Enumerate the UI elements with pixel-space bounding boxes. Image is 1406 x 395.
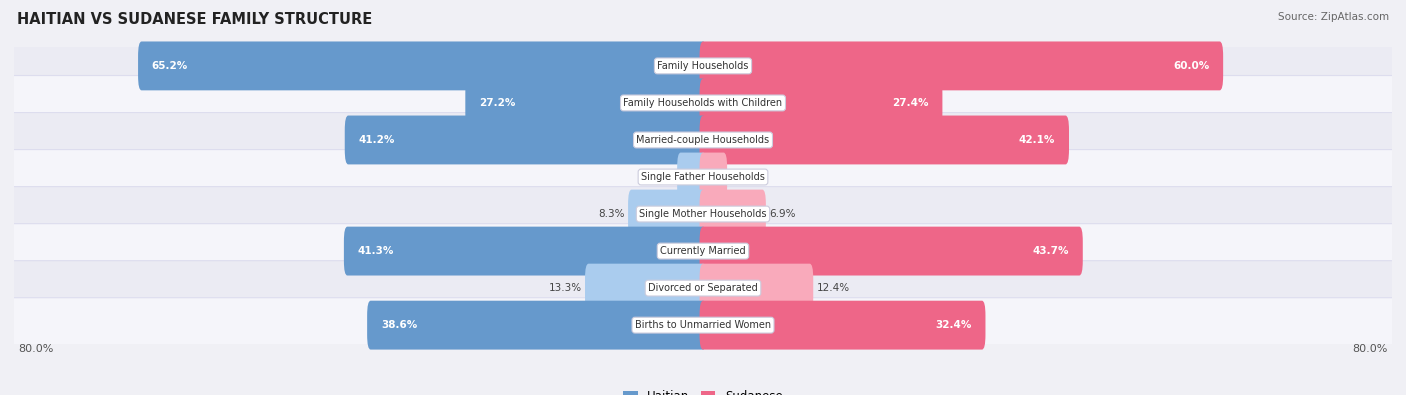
- Legend: Haitian, Sudanese: Haitian, Sudanese: [623, 390, 783, 395]
- FancyBboxPatch shape: [11, 150, 1395, 205]
- Text: 60.0%: 60.0%: [1173, 61, 1209, 71]
- Text: 13.3%: 13.3%: [548, 283, 582, 293]
- Text: 38.6%: 38.6%: [381, 320, 418, 330]
- Text: Currently Married: Currently Married: [661, 246, 745, 256]
- Text: Divorced or Separated: Divorced or Separated: [648, 283, 758, 293]
- FancyBboxPatch shape: [700, 264, 813, 312]
- FancyBboxPatch shape: [700, 152, 727, 201]
- FancyBboxPatch shape: [700, 79, 942, 128]
- Text: Family Households with Children: Family Households with Children: [623, 98, 783, 108]
- Text: 27.4%: 27.4%: [893, 98, 928, 108]
- Text: 8.3%: 8.3%: [598, 209, 624, 219]
- FancyBboxPatch shape: [11, 75, 1395, 130]
- FancyBboxPatch shape: [11, 113, 1395, 167]
- FancyBboxPatch shape: [628, 190, 706, 239]
- FancyBboxPatch shape: [678, 152, 706, 201]
- Text: Single Father Households: Single Father Households: [641, 172, 765, 182]
- FancyBboxPatch shape: [138, 41, 706, 90]
- FancyBboxPatch shape: [11, 261, 1395, 316]
- FancyBboxPatch shape: [465, 79, 706, 128]
- FancyBboxPatch shape: [367, 301, 706, 350]
- Text: HAITIAN VS SUDANESE FAMILY STRUCTURE: HAITIAN VS SUDANESE FAMILY STRUCTURE: [17, 12, 373, 27]
- Text: 12.4%: 12.4%: [817, 283, 849, 293]
- FancyBboxPatch shape: [11, 298, 1395, 353]
- Text: Births to Unmarried Women: Births to Unmarried Women: [636, 320, 770, 330]
- FancyBboxPatch shape: [700, 227, 1083, 276]
- Text: 80.0%: 80.0%: [18, 344, 53, 354]
- Text: Married-couple Households: Married-couple Households: [637, 135, 769, 145]
- FancyBboxPatch shape: [11, 39, 1395, 93]
- Text: 41.3%: 41.3%: [357, 246, 394, 256]
- Text: 43.7%: 43.7%: [1032, 246, 1069, 256]
- FancyBboxPatch shape: [11, 186, 1395, 241]
- FancyBboxPatch shape: [700, 41, 1223, 90]
- Text: Single Mother Households: Single Mother Households: [640, 209, 766, 219]
- Text: 2.4%: 2.4%: [731, 172, 756, 182]
- FancyBboxPatch shape: [700, 301, 986, 350]
- Text: 65.2%: 65.2%: [152, 61, 188, 71]
- Text: Source: ZipAtlas.com: Source: ZipAtlas.com: [1278, 12, 1389, 22]
- Text: 32.4%: 32.4%: [935, 320, 972, 330]
- FancyBboxPatch shape: [344, 227, 706, 276]
- Text: Family Households: Family Households: [658, 61, 748, 71]
- Text: 41.2%: 41.2%: [359, 135, 395, 145]
- FancyBboxPatch shape: [11, 224, 1395, 278]
- Text: 2.6%: 2.6%: [647, 172, 673, 182]
- Text: 80.0%: 80.0%: [1353, 344, 1388, 354]
- Text: 27.2%: 27.2%: [479, 98, 516, 108]
- FancyBboxPatch shape: [344, 116, 706, 164]
- FancyBboxPatch shape: [585, 264, 706, 312]
- Text: 42.1%: 42.1%: [1019, 135, 1056, 145]
- FancyBboxPatch shape: [700, 190, 766, 239]
- FancyBboxPatch shape: [700, 116, 1069, 164]
- Text: 6.9%: 6.9%: [769, 209, 796, 219]
